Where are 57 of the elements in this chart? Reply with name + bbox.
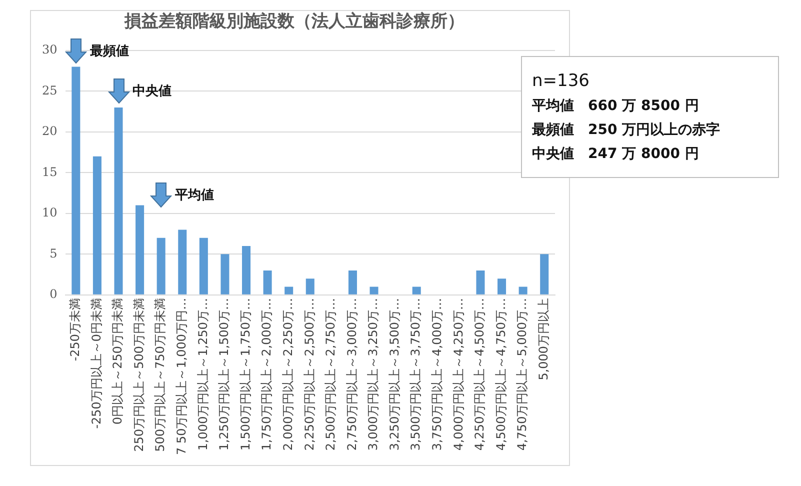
bar — [284, 286, 294, 294]
chart-title: 損益差額階級別施設数（法人立歯科診療所） — [124, 12, 464, 32]
x-tick-label: 2,250万円以上～2,500万… — [302, 298, 316, 451]
y-tick-label: 25 — [42, 83, 58, 98]
x-tick-label: 3,750万円以上～4,000万… — [430, 298, 444, 451]
bar — [518, 286, 528, 294]
x-tick-label: 4,000万円以上～4,250万… — [451, 298, 466, 451]
annotation: 平均値 660 万 8500 円 — [532, 97, 700, 115]
bar — [178, 230, 187, 294]
annotation: n=136 — [532, 71, 590, 91]
x-tick-label: 3,500万円以上～3,750万… — [408, 298, 423, 451]
bar — [412, 286, 421, 294]
bar — [476, 270, 485, 294]
x-tick-label: 3,250万円以上～3,500万… — [387, 298, 402, 451]
x-tick-label: 1,250万円以上～1,500万… — [217, 298, 232, 451]
y-tick-label: 15 — [42, 164, 58, 179]
x-tick-label: -250万未満 — [68, 298, 82, 362]
x-tick-label: 500万円以上～750万円未満 — [153, 298, 168, 452]
bar — [306, 278, 314, 294]
bar — [114, 107, 123, 294]
bar — [242, 246, 251, 294]
x-tick-label: 4,250万円以上～4,500万… — [472, 298, 487, 451]
x-tick-label: 2,000万円以上～2,250万… — [280, 298, 295, 451]
x-tick-label: 1,000万円以上～1,250万… — [196, 298, 210, 451]
annotation: 中央値 247 万 8000 円 — [532, 145, 700, 163]
bar — [540, 254, 549, 294]
x-tick-label: 250万円以上～500万円未満 — [132, 298, 146, 452]
y-tick-label: 5 — [50, 246, 58, 260]
y-tick-label: 30 — [42, 42, 58, 57]
x-tick-label: 4,750万円以上～5,000万… — [515, 298, 530, 451]
x-tick-label: 5,000万円以上 — [536, 298, 550, 380]
x-tick-label: 2,750万円以上～3,000万… — [344, 298, 359, 451]
y-tick-label: 20 — [42, 124, 58, 138]
annotation: 最頻値 250 万円以上の赤字 — [532, 121, 722, 139]
x-tick-label: -250万円以上～0円未満 — [89, 298, 104, 429]
bar — [498, 278, 506, 294]
x-tick-label: 0円以上～250万円未満 — [110, 298, 125, 424]
annotation: 最頻値 — [90, 42, 129, 60]
bar — [156, 238, 166, 294]
bar — [92, 156, 102, 294]
bar — [263, 270, 272, 294]
x-tick-label: 3,000万円以上～3,250万… — [366, 298, 380, 451]
x-tick-label: 1,750万円以上～2,000万… — [260, 298, 274, 451]
bar — [136, 205, 144, 294]
bar — [199, 238, 208, 294]
bar — [370, 286, 378, 294]
y-tick-label: 0 — [50, 287, 58, 302]
x-tick-label: 4,500万円以上～4,750万… — [494, 298, 508, 451]
bar — [72, 66, 80, 294]
annotation: 中央値 — [132, 83, 172, 100]
x-tick-label: 1,500万円以上～1,750万… — [238, 298, 252, 451]
bar — [348, 270, 357, 294]
annotation: 平均値 — [175, 186, 214, 204]
bar — [220, 254, 230, 294]
y-tick-label: 10 — [42, 206, 58, 220]
x-tick-label: 2,500万円以上～2,750万… — [324, 298, 338, 451]
x-tick-label: 7 50万円以上～1,000万円… — [174, 298, 189, 456]
